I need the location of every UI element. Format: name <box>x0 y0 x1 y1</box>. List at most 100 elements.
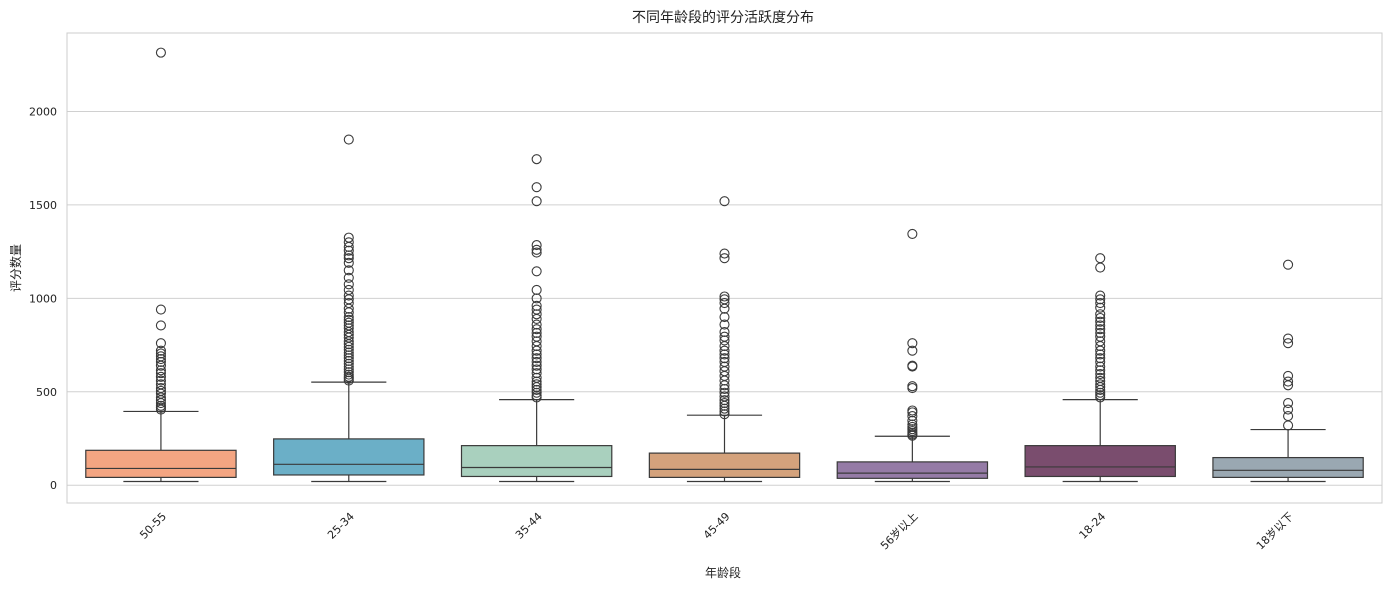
iqr-box <box>273 438 425 476</box>
outlier-point <box>1095 336 1106 347</box>
outlier-point <box>719 345 730 356</box>
x-tick-label: 18-24 <box>1077 510 1109 542</box>
outlier-point <box>343 237 354 248</box>
x-tick-label: 45-49 <box>701 510 733 542</box>
outlier-point <box>1095 361 1106 372</box>
y-tick-label: 0 <box>50 479 57 492</box>
box-series <box>85 47 1364 483</box>
outlier-point <box>343 290 354 301</box>
outlier-point <box>719 353 730 364</box>
outlier-point <box>719 196 730 207</box>
x-axis-ticks: 50-55 25-34 35-44 45-49 56岁以上 18-24 18岁以下 <box>137 509 1296 552</box>
outlier-point <box>1095 290 1106 301</box>
outlier-point <box>1095 331 1106 342</box>
plot-frame <box>66 32 1383 504</box>
outlier-point <box>343 279 354 290</box>
outlier-point <box>531 154 542 165</box>
outlier-point <box>343 253 354 264</box>
outlier-point <box>155 304 166 315</box>
box-18岁以下 <box>1212 259 1364 483</box>
outlier-point <box>719 397 730 409</box>
outlier-point <box>343 232 354 243</box>
outlier-point <box>155 351 166 362</box>
outlier-point <box>155 338 166 349</box>
outlier-point <box>343 134 354 145</box>
outlier-point <box>907 411 918 422</box>
outlier-point <box>343 367 354 378</box>
outlier-point <box>719 331 730 342</box>
outlier-point <box>1095 372 1106 383</box>
outlier-point <box>155 320 166 331</box>
outlier-point <box>719 391 730 402</box>
outlier-point <box>531 327 542 338</box>
outlier-point <box>907 338 918 349</box>
outlier-point <box>1095 253 1106 264</box>
outlier-point <box>343 369 354 380</box>
outlier-point <box>343 361 354 372</box>
iqr-box <box>648 452 801 478</box>
outlier-point <box>531 324 542 335</box>
outlier-point <box>343 245 354 256</box>
outlier-point <box>343 297 354 309</box>
outlier-point <box>1095 356 1106 367</box>
outlier-point <box>531 336 542 347</box>
outlier-point <box>1095 387 1106 398</box>
outlier-point <box>531 331 542 342</box>
outlier-point <box>531 356 542 367</box>
outlier-point <box>343 353 354 364</box>
x-tick-label: 50-55 <box>137 510 169 542</box>
outlier-point <box>531 284 542 296</box>
outlier-point <box>155 371 166 382</box>
outlier-point <box>343 272 354 283</box>
outlier-point <box>343 250 354 261</box>
outlier-point <box>1095 302 1106 313</box>
outlier-point <box>343 355 354 367</box>
outlier-point <box>155 379 166 390</box>
outlier-point <box>719 291 730 302</box>
outlier-point <box>1283 404 1294 415</box>
iqr-box <box>836 461 989 479</box>
outlier-point <box>1283 370 1294 381</box>
outlier-point <box>343 314 354 325</box>
outlier-point <box>1095 375 1106 387</box>
outlier-point <box>531 349 542 360</box>
outlier-point <box>719 356 730 367</box>
outlier-point <box>343 323 354 334</box>
outlier-point <box>907 421 918 432</box>
box-45-49 <box>648 196 801 483</box>
outlier-point <box>531 368 542 379</box>
outlier-point <box>155 365 166 376</box>
x-tick-label: 18岁以下 <box>1253 509 1296 552</box>
outlier-point <box>343 257 354 268</box>
chart-title: 不同年龄段的评分活跃度分布 <box>632 10 814 26</box>
outlier-point <box>719 403 730 414</box>
outlier-point <box>1283 376 1294 387</box>
outlier-point <box>719 409 730 420</box>
x-tick-label: 25-34 <box>325 510 357 542</box>
outlier-point <box>531 319 542 330</box>
outlier-point <box>719 319 730 330</box>
outlier-point <box>155 368 166 379</box>
outlier-point <box>155 354 166 365</box>
outlier-point <box>155 385 166 396</box>
x-axis-label: 年龄段 <box>705 565 741 580</box>
outlier-point <box>719 349 730 360</box>
outlier-point <box>1095 390 1106 401</box>
outlier-point <box>531 390 542 401</box>
outlier-point <box>1095 327 1106 338</box>
outlier-point <box>531 379 542 390</box>
outlier-point <box>907 360 918 371</box>
box-18-24 <box>1024 253 1176 483</box>
outlier-point <box>531 266 542 277</box>
outlier-point <box>719 248 730 259</box>
outlier-point <box>1283 397 1294 409</box>
outlier-point <box>719 297 730 309</box>
outlier-point <box>1095 369 1106 380</box>
outlier-point <box>531 293 542 304</box>
outlier-point <box>719 294 730 305</box>
outlier-point <box>1095 312 1106 324</box>
outlier-point <box>1283 420 1294 431</box>
box-50-55 <box>85 47 237 483</box>
outlier-point <box>531 387 542 398</box>
